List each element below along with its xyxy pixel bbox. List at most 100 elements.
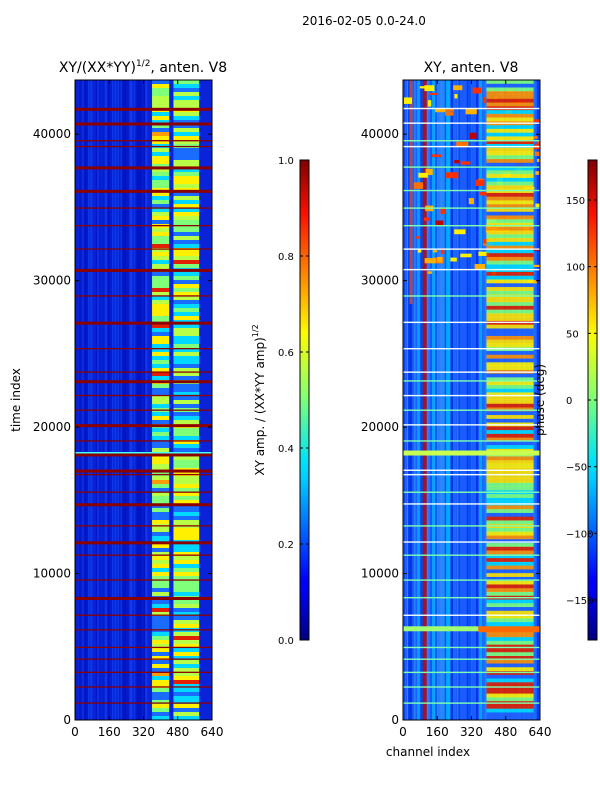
amplitude-heatmap-cell bbox=[152, 203, 170, 208]
amplitude-heatmap-flagged-row bbox=[75, 424, 212, 428]
amplitude-heatmap-cell bbox=[152, 247, 170, 252]
amplitude-heatmap-cell bbox=[152, 83, 170, 88]
phase-heatmap-cell bbox=[486, 343, 534, 348]
amplitude-heatmap-cell bbox=[173, 675, 200, 680]
amplitude-heatmap-cell bbox=[152, 571, 170, 576]
phase-heatmap-cell bbox=[456, 141, 469, 148]
amplitude-heatmap-flagged-row bbox=[75, 658, 212, 660]
phase-heatmap-cell bbox=[486, 519, 534, 525]
amplitude-heatmap-flagged-row bbox=[75, 394, 212, 397]
amplitude-heatmap-cell bbox=[152, 531, 170, 536]
amplitude-heatmap-cell bbox=[152, 199, 170, 204]
amplitude-heatmap-stripe bbox=[104, 80, 107, 720]
phase-heatmap-cell bbox=[486, 173, 534, 178]
amplitude-heatmap-flagged-row bbox=[75, 686, 212, 688]
phase-heatmap-stripe bbox=[438, 80, 440, 720]
phase-heatmap-cell bbox=[486, 215, 534, 220]
amplitude-heatmap-cell bbox=[173, 227, 200, 232]
phase-heatmap-cell bbox=[486, 583, 534, 589]
amplitude-heatmap-cell bbox=[173, 543, 200, 548]
amplitude-heatmap-cell bbox=[152, 363, 170, 368]
amplitude-heatmap-cell bbox=[152, 243, 170, 248]
phase-heatmap-cell bbox=[423, 217, 431, 221]
amplitude-heatmap-cell bbox=[173, 159, 200, 164]
phase-heatmap-cell bbox=[486, 704, 534, 709]
amplitude-heatmap-stripe bbox=[88, 80, 90, 720]
amplitude-heatmap-cell bbox=[173, 211, 200, 216]
amplitude-heatmap-cell bbox=[173, 611, 200, 616]
amplitude-heatmap-cell bbox=[152, 703, 170, 708]
amplitude-heatmap-cell bbox=[173, 551, 200, 556]
amplitude-heatmap-cell bbox=[152, 187, 170, 192]
phase-heatmap-column bbox=[409, 80, 413, 304]
phase-heatmap-cell bbox=[435, 107, 446, 113]
phase-heatmap-cell bbox=[486, 139, 534, 144]
phase-heatmap-row bbox=[403, 671, 540, 674]
amplitude-heatmap-cell bbox=[152, 131, 170, 136]
amplitude-heatmap-stripe bbox=[144, 80, 147, 720]
amplitude-heatmap-cell bbox=[152, 567, 170, 572]
amplitude-heatmap-cell bbox=[173, 587, 200, 592]
phase-heatmap-cell bbox=[486, 335, 534, 340]
phase-heatmap-stripe bbox=[475, 80, 479, 720]
amplitude-heatmap-cell bbox=[152, 443, 170, 448]
amplitude-heatmap-stripe bbox=[133, 80, 135, 720]
phase-heatmap-cell bbox=[404, 97, 413, 104]
amplitude-heatmap-cell bbox=[173, 315, 200, 320]
amplitude-heatmap-cell bbox=[173, 623, 200, 628]
amplitude-heatmap-stripe bbox=[82, 80, 84, 720]
amplitude-heatmap-cell bbox=[152, 519, 170, 524]
amplitude-heatmap-cell bbox=[152, 307, 170, 312]
amplitude-heatmap-cell bbox=[152, 475, 170, 480]
amplitude-heatmap-cell bbox=[152, 371, 170, 376]
phase-heatmap-cell bbox=[424, 85, 435, 92]
amplitude-heatmap-cell bbox=[173, 499, 200, 504]
amplitude-heatmap-cell bbox=[173, 519, 200, 524]
phase-panel-title: XY, anten. V8 bbox=[424, 60, 519, 76]
amplitude-heatmap-cell bbox=[152, 427, 170, 432]
phase-x-axis-label: channel index bbox=[386, 745, 470, 759]
phase-heatmap-stripe bbox=[403, 80, 406, 720]
phase-heatmap-row bbox=[403, 394, 540, 397]
amplitude-heatmap-cell bbox=[152, 159, 170, 164]
amplitude-heatmap-stripe bbox=[111, 80, 114, 720]
amplitude-heatmap-cell bbox=[173, 651, 200, 656]
amplitude-heatmap-cell bbox=[173, 151, 200, 156]
amplitude-heatmap-stripe bbox=[98, 80, 101, 720]
amplitude-heatmap-cell bbox=[152, 527, 170, 532]
amplitude-heatmap-cell bbox=[173, 287, 200, 292]
amplitude-heatmap-cell bbox=[152, 471, 170, 476]
phase-heatmap-cell bbox=[486, 663, 534, 668]
phase-heatmap-cell bbox=[486, 410, 534, 416]
amplitude-heatmap-flagged-row bbox=[75, 268, 212, 272]
amplitude-heatmap-cell bbox=[152, 163, 170, 168]
phase-heatmap-cell bbox=[486, 440, 534, 446]
amplitude-heatmap-cell bbox=[152, 195, 170, 200]
phase-heatmap-cell bbox=[486, 486, 534, 491]
amplitude-heatmap-cell bbox=[152, 507, 170, 512]
phase-y-tick-label: 40000 bbox=[361, 127, 399, 141]
amplitude-heatmap-cell bbox=[152, 323, 170, 328]
phase-heatmap-stripe bbox=[468, 80, 471, 720]
amplitude-heatmap-stripe bbox=[121, 80, 124, 720]
phase-heatmap-cell bbox=[486, 715, 534, 720]
phase-heatmap-cell bbox=[486, 365, 534, 370]
amplitude-y-tick-label: 30000 bbox=[33, 274, 71, 288]
phase-heatmap-cell bbox=[536, 140, 540, 145]
phase-heatmap-cell bbox=[431, 154, 442, 157]
phase-heatmap-cell bbox=[486, 226, 534, 231]
amplitude-heatmap-cell bbox=[152, 499, 170, 504]
amplitude-heatmap-stripe bbox=[110, 80, 113, 720]
phase-heatmap-cell bbox=[445, 172, 459, 179]
amplitude-heatmap-flagged-row bbox=[75, 348, 212, 350]
phase-heatmap-cell bbox=[486, 98, 534, 103]
phase-heatmap-cell bbox=[486, 207, 534, 212]
amplitude-heatmap-cell bbox=[173, 395, 200, 400]
phase-heatmap-cell bbox=[486, 282, 534, 288]
phase-heatmap-cell bbox=[440, 248, 445, 255]
phase-heatmap-cell bbox=[486, 151, 534, 156]
phase-colorbar-label: phase (deg) bbox=[533, 364, 547, 436]
amplitude-heatmap-cell bbox=[152, 659, 170, 664]
phase-heatmap-cell bbox=[415, 236, 420, 239]
amplitude-heatmap-cell bbox=[173, 603, 200, 608]
